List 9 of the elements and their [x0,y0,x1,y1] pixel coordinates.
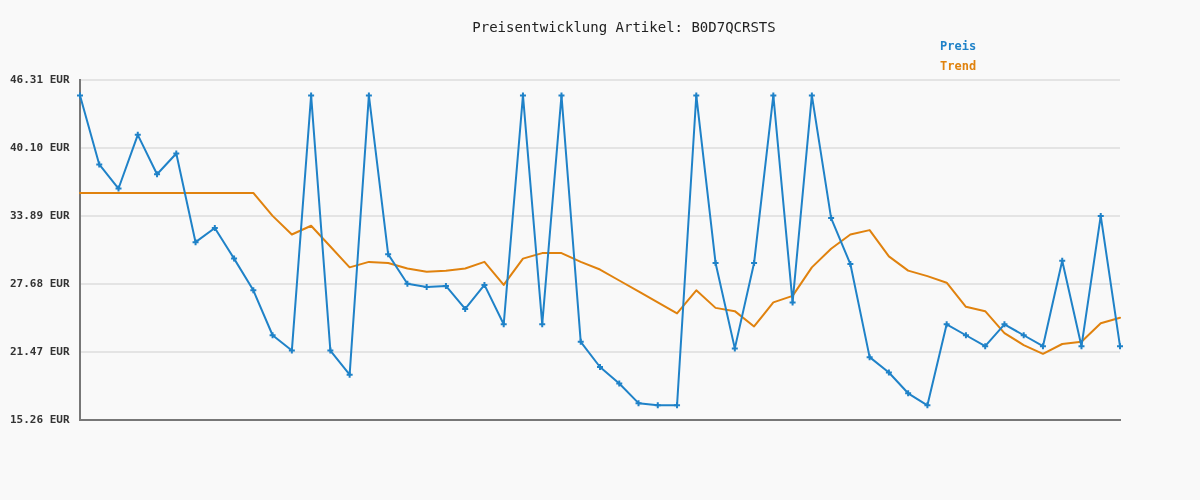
y-tick-label: 33.89 EUR [10,208,70,222]
y-tick-label: 40.10 EUR [10,140,70,154]
y-tick-label: 46.31 EUR [10,72,70,86]
y-tick-label: 27.68 EUR [10,276,70,290]
text: Trend [940,59,977,74]
chart-title: Preisentwicklung Artikel: B0D7QCRSTS [472,18,776,35]
y-tick-label: 21.47 EUR [10,344,70,358]
text: Preis [940,39,977,54]
y-tick-label: 15.26 EUR [10,412,70,426]
